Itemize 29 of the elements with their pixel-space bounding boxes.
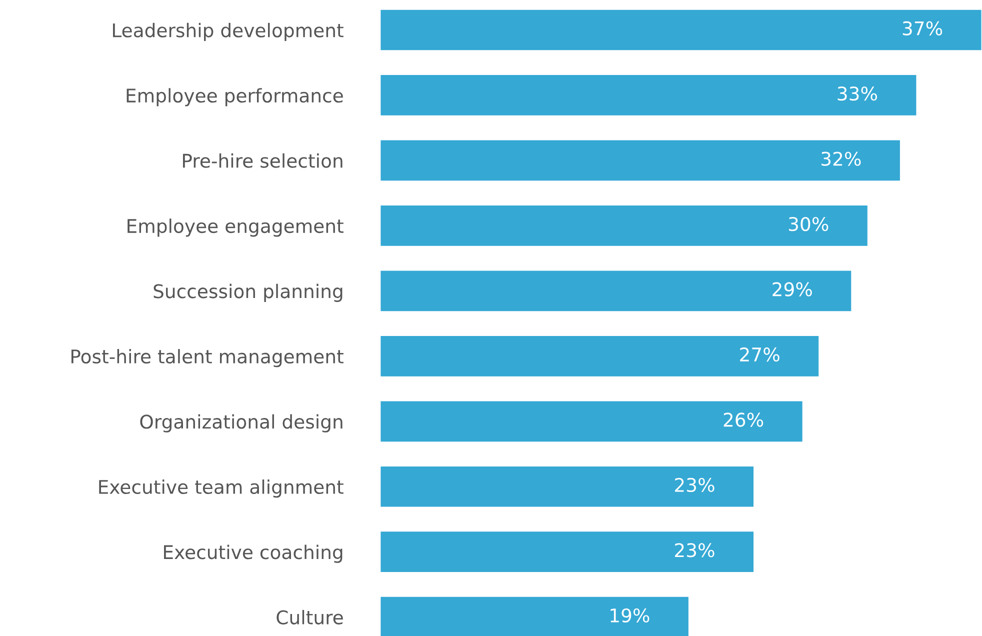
y-tick-label: Culture <box>276 610 343 624</box>
bar <box>380 8 982 52</box>
data-label: 37% <box>902 21 942 36</box>
y-tick-label: Executive team alignment <box>99 480 344 498</box>
bar <box>380 204 869 248</box>
bar <box>380 400 804 443</box>
data-label: 33% <box>838 86 878 101</box>
bar <box>380 138 902 182</box>
y-tick-label: Post-hire talent management <box>71 349 344 368</box>
data-label: 26% <box>724 412 764 427</box>
y-tick-label: Executive coaching <box>164 544 342 563</box>
data-label: 29% <box>772 282 812 296</box>
y-tick-label: Employee performance <box>126 88 343 106</box>
data-label: 32% <box>822 152 861 166</box>
y-tick-label: Employee engagement <box>128 218 344 237</box>
bar <box>380 74 918 117</box>
bar <box>380 269 853 312</box>
bar <box>380 465 755 508</box>
data-label: 23% <box>675 543 714 558</box>
data-label: 27% <box>740 347 780 362</box>
bar <box>380 334 820 378</box>
data-label: 19% <box>610 608 650 623</box>
y-tick-label: Pre-hire selection <box>183 153 342 168</box>
data-label: 30% <box>788 216 828 232</box>
y-tick-label: Organizational design <box>140 414 342 432</box>
y-tick-label: Leadership development <box>113 22 344 42</box>
bar <box>380 530 755 574</box>
y-tick-label: Succession planning <box>154 284 342 302</box>
data-label: 23% <box>675 478 714 492</box>
